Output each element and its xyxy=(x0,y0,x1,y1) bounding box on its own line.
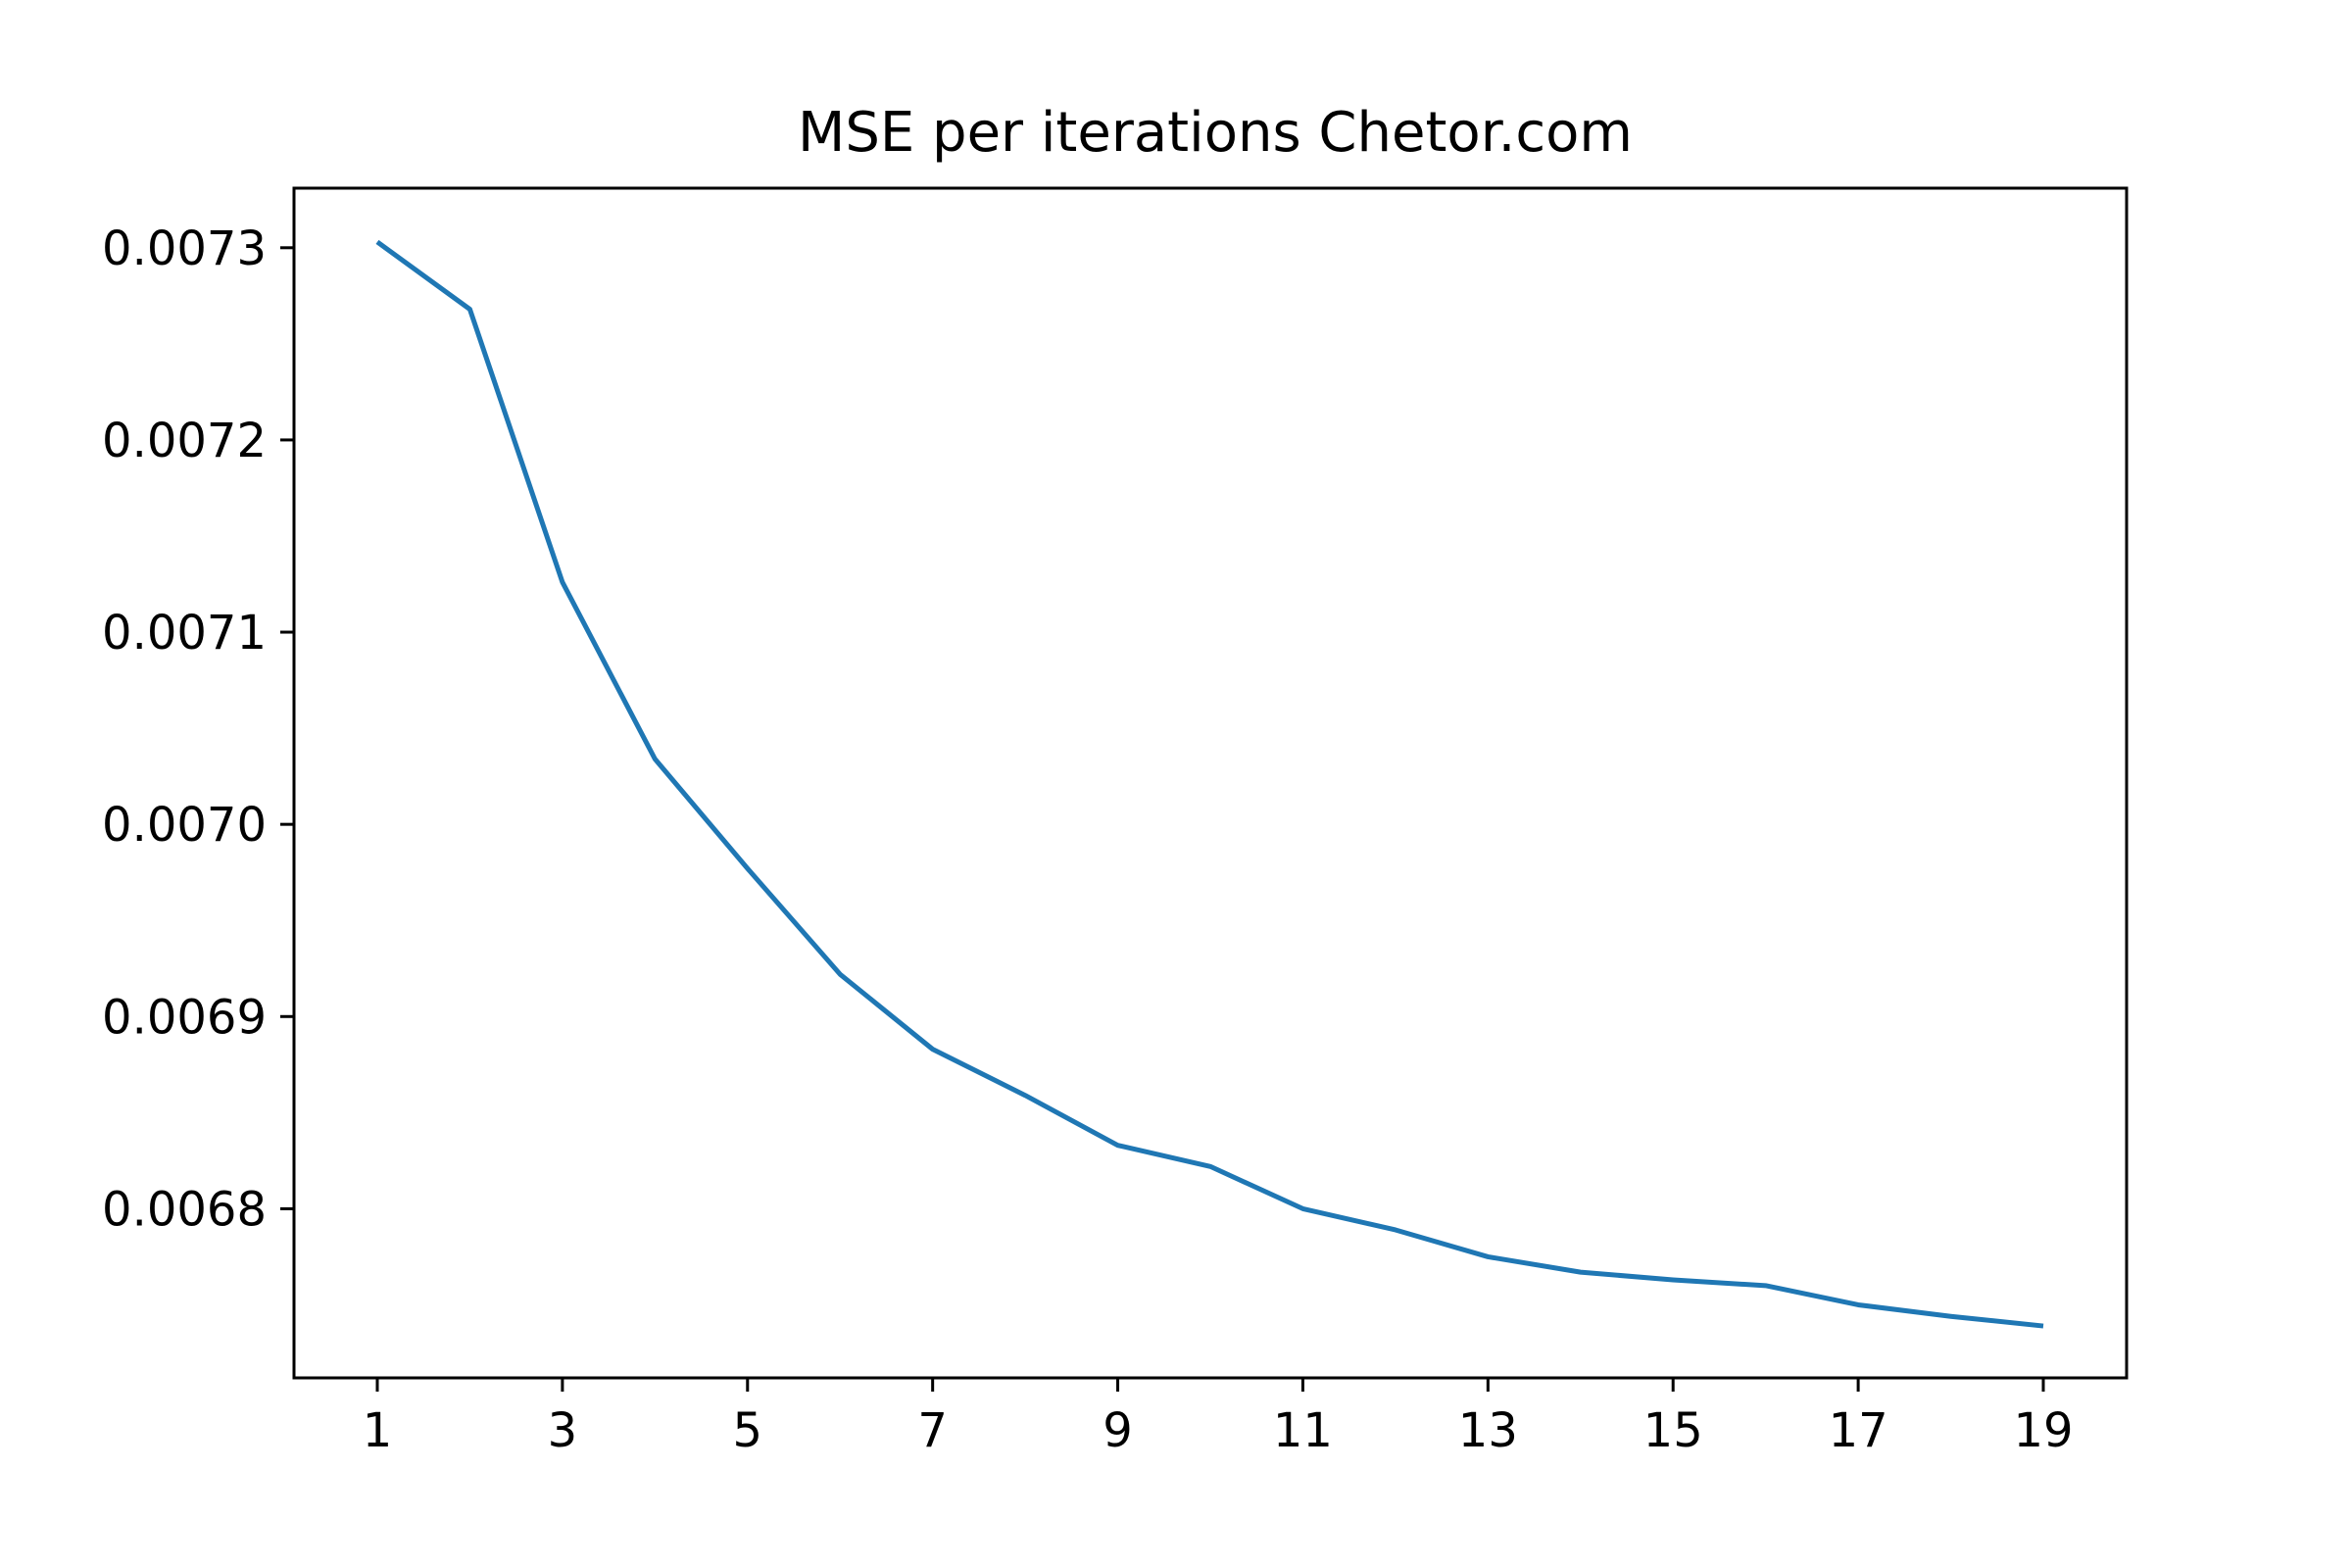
x-tick-label: 11 xyxy=(1273,1403,1333,1458)
y-axis: 0.0068 0.0069 0.0070 0.0071 0.0072 0.0073 xyxy=(102,221,294,1237)
y-tick-label: 0.0073 xyxy=(102,221,267,276)
x-tick-label: 19 xyxy=(2013,1403,2073,1458)
x-tick-label: 5 xyxy=(733,1403,763,1458)
x-tick-label: 13 xyxy=(1458,1403,1518,1458)
y-tick-label: 0.0068 xyxy=(102,1182,267,1237)
series-line-mse xyxy=(375,239,2044,1329)
y-tick-label: 0.0069 xyxy=(102,990,267,1045)
plot-area xyxy=(375,239,2044,1329)
axes-frame xyxy=(292,186,2129,1380)
y-tick-label: 0.0071 xyxy=(102,606,267,661)
y-tick-label: 0.0070 xyxy=(102,798,267,853)
x-tick-label: 15 xyxy=(1643,1403,1703,1458)
y-tick-label: 0.0072 xyxy=(102,414,267,468)
x-tick-label: 9 xyxy=(1102,1403,1133,1458)
chart-title: MSE per iterations Chetor.com xyxy=(798,101,1633,165)
x-tick-label: 7 xyxy=(917,1403,948,1458)
x-tick-label: 3 xyxy=(548,1403,578,1458)
x-tick-label: 1 xyxy=(363,1403,393,1458)
x-axis: 1 3 5 7 9 11 13 15 17 19 xyxy=(363,1378,2074,1458)
x-tick-label: 17 xyxy=(1829,1403,1888,1458)
